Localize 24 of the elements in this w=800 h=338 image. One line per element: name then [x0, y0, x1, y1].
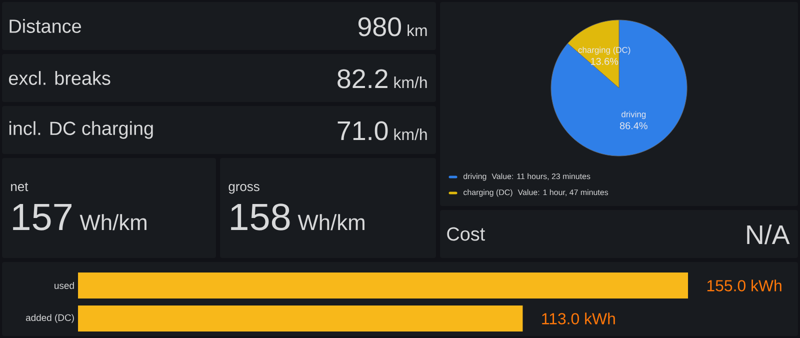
y-tick-label: added (DC): [26, 314, 74, 323]
text: 157: [13, 204, 72, 230]
text: km: [408, 24, 427, 36]
text: gross: [228, 184, 260, 194]
y-tick-label: used: [54, 282, 74, 289]
text: N/A: [747, 224, 790, 244]
slice-label: driving: [622, 111, 646, 119]
text: excl. breaks: [9, 71, 110, 85]
text: 71.0: [338, 121, 388, 140]
data-label: 113.0 kWh: [542, 312, 615, 324]
text: 82.2: [338, 69, 388, 88]
text: incl. DC charging: [9, 121, 153, 139]
data-label: 86.4%: [620, 122, 648, 130]
text: km/h: [394, 76, 427, 88]
text: 158: [231, 204, 290, 230]
text: Distance: [10, 19, 81, 33]
text: Wh/km: [80, 214, 146, 230]
text: km/h: [394, 128, 427, 140]
data-label: 155.0 kWh: [707, 280, 782, 292]
text: Cost: [447, 227, 485, 241]
text: 980: [358, 17, 402, 36]
data-label: 13.6%: [590, 58, 618, 65]
text: Wh/km: [298, 214, 364, 230]
text: net: [11, 182, 28, 192]
